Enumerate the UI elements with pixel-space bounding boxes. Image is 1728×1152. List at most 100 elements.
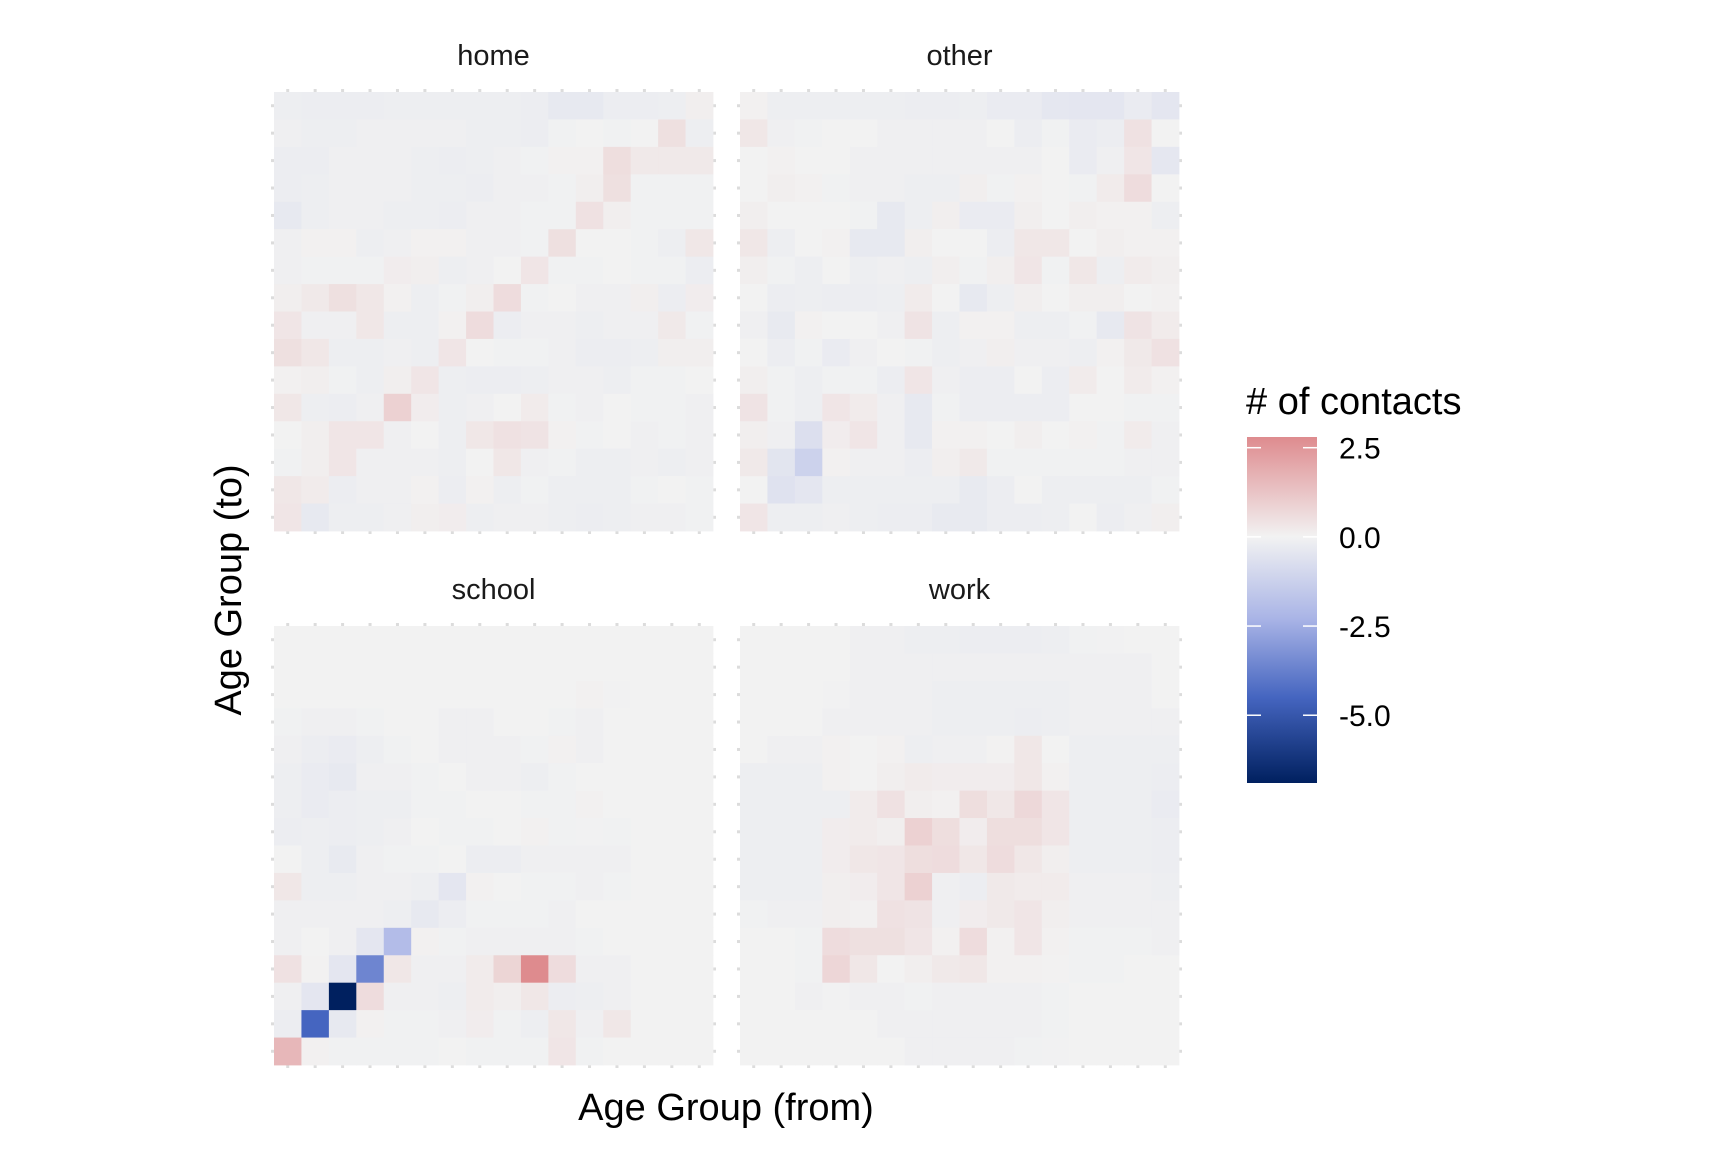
heatmap-cell [877, 256, 906, 285]
heatmap-cell [603, 92, 632, 120]
heatmap-cell [1151, 845, 1180, 874]
heatmap-cell [603, 201, 632, 230]
heatmap-cell [328, 790, 357, 819]
heatmap-cell [575, 735, 604, 764]
heatmap-cell [548, 708, 577, 737]
heatmap-cell [411, 927, 440, 956]
heatmap-cell [301, 256, 330, 285]
heatmap-cell [849, 653, 878, 682]
heatmap-cell [822, 790, 851, 819]
heatmap-cell [877, 653, 906, 682]
heatmap-cell [1069, 900, 1098, 929]
heatmap-cell [932, 448, 960, 477]
heatmap-cell [493, 653, 522, 682]
heatmap-cell [328, 421, 357, 450]
heatmap-cell [904, 955, 933, 984]
heatmap-cell [383, 708, 412, 737]
heatmap-cell [328, 982, 357, 1011]
heatmap-cell [959, 790, 988, 819]
heatmap-cell [493, 708, 522, 737]
heatmap-cell [274, 146, 302, 175]
heatmap-cell [520, 311, 549, 340]
heatmap-cell [383, 900, 412, 929]
heatmap-cell [822, 311, 851, 340]
heatmap-cell [794, 1010, 823, 1038]
heatmap-cell [630, 476, 659, 504]
heatmap-cell [986, 311, 1015, 340]
heatmap-cell [1096, 448, 1125, 477]
heatmap-cell [959, 927, 988, 956]
heatmap-cell [1151, 338, 1180, 367]
heatmap-cell [301, 119, 330, 148]
heatmap-cell [575, 900, 604, 929]
heatmap-cell [1041, 763, 1070, 792]
heatmap-cell [794, 1037, 823, 1066]
heatmap-cell [849, 845, 878, 874]
heatmap-cell [493, 900, 522, 929]
heatmap-cell [1014, 256, 1043, 285]
heatmap-cell [1124, 982, 1152, 1011]
heatmap-cell [383, 448, 412, 477]
heatmap-cell [959, 174, 988, 203]
heatmap-cell [356, 174, 385, 203]
heatmap-cell [575, 174, 604, 203]
heatmap-cell [575, 201, 604, 230]
heatmap-cell [849, 626, 878, 654]
heatmap-cell [356, 393, 385, 422]
heatmap-cell [932, 735, 960, 764]
heatmap-cell [822, 284, 851, 312]
heatmap-cell [301, 818, 330, 846]
heatmap-cell [328, 735, 357, 764]
heatmap-cell [1124, 476, 1152, 504]
heatmap-cell [383, 1037, 412, 1066]
panel-school: school [271, 574, 716, 1068]
heatmap-cell [959, 311, 988, 340]
heatmap-cell [575, 790, 604, 819]
heatmap-cell [575, 119, 604, 148]
heatmap-cell [383, 476, 412, 504]
heatmap-cell [685, 92, 714, 120]
heatmap-cell [794, 708, 823, 737]
heatmap-cell [328, 900, 357, 929]
heatmap-cell [274, 735, 302, 764]
heatmap-cell [328, 393, 357, 422]
heatmap-cell [328, 503, 357, 532]
heatmap-cell [822, 146, 851, 175]
heatmap-cell [1096, 735, 1125, 764]
heatmap-cell [383, 174, 412, 203]
heatmap-cell [904, 119, 933, 148]
heatmap-cell [383, 256, 412, 285]
heatmap-cell [1069, 708, 1098, 737]
heatmap-cell [274, 900, 302, 929]
heatmap-cell [356, 256, 385, 285]
heatmap-cell [959, 708, 988, 737]
heatmap-cell [658, 680, 686, 709]
heatmap-cell [301, 448, 330, 477]
heatmap-cell [1096, 982, 1125, 1011]
heatmap-cell [630, 503, 659, 532]
heatmap-cell [603, 735, 632, 764]
heatmap-cell [767, 872, 796, 901]
heatmap-cell [520, 927, 549, 956]
heatmap-cell [411, 653, 440, 682]
heatmap-cell [932, 626, 960, 654]
heatmap-cell [520, 735, 549, 764]
heatmap-cell [1014, 763, 1043, 792]
heatmap-cell [356, 653, 385, 682]
heatmap-cell [740, 653, 768, 682]
heatmap-cell [685, 393, 714, 422]
heatmap-cell [986, 229, 1015, 258]
heatmap-cell [301, 872, 330, 901]
legend-tick-label: -5.0 [1339, 700, 1391, 733]
heatmap-cell [1096, 653, 1125, 682]
heatmap-cell [904, 872, 933, 901]
heatmap-cell [685, 872, 714, 901]
heatmap-cell [520, 256, 549, 285]
heatmap-cell [1014, 174, 1043, 203]
heatmap-cell [1069, 311, 1098, 340]
heatmap-cell [356, 503, 385, 532]
legend-tick-label: 0.0 [1339, 522, 1381, 555]
heatmap-cell [986, 1037, 1015, 1066]
heatmap-cell [986, 790, 1015, 819]
heatmap-cell [493, 229, 522, 258]
